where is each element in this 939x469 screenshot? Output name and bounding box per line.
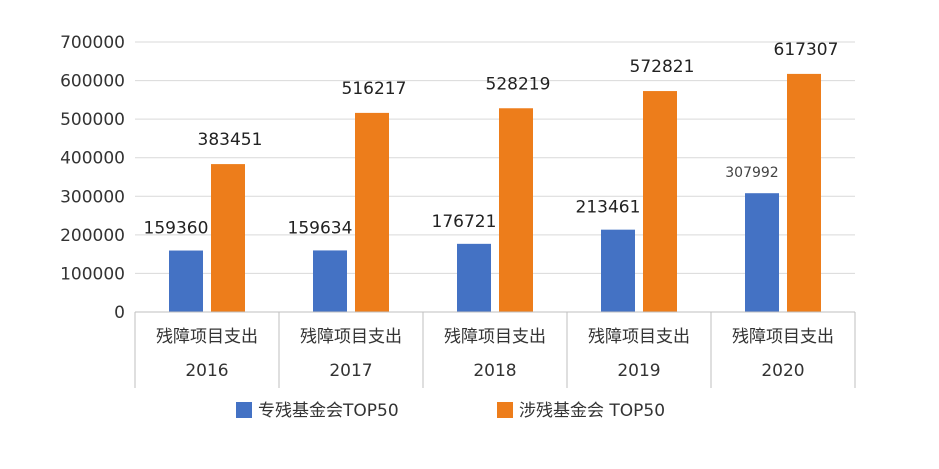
legend-label: 涉残基金会 TOP50: [519, 401, 665, 421]
bar-special-3: [601, 229, 635, 312]
x-year-label: 2020: [761, 361, 804, 381]
gridlines: [135, 41, 855, 274]
x-axis: 残障项目支出 2016 残障项目支出 2017 残障项目支出 2018 残障项目支出 2019…: [134, 311, 856, 388]
x-category-label: 残障项目支出: [156, 327, 258, 347]
y-tick-label: 600000: [60, 72, 125, 92]
x-category-label: 残障项目支出: [300, 327, 402, 347]
bar-special-4: [745, 193, 779, 312]
legend: 专残基金会TOP50 涉残基金会 TOP50: [236, 401, 665, 421]
x-category-label: 残障项目支出: [732, 327, 834, 347]
legend-label: 专残基金会TOP50: [258, 401, 399, 421]
y-tick-label: 700000: [60, 33, 125, 53]
bar-related-4: [787, 73, 821, 312]
data-label: 528219: [486, 74, 551, 94]
legend-swatch: [497, 402, 513, 418]
data-label: 572821: [630, 57, 695, 77]
y-tick-label: 0: [114, 303, 125, 323]
data-label: 516217: [342, 79, 407, 99]
bar-special-0: [169, 250, 203, 312]
y-tick-label: 100000: [60, 264, 125, 284]
bars: [169, 73, 821, 313]
legend-swatch: [236, 402, 252, 418]
data-label: 617307: [774, 40, 839, 60]
data-labels: 159360 159634 176721 213461 307992 383451 5162…: [144, 40, 839, 239]
bar-related-1: [355, 112, 389, 312]
y-axis-ticks: 0 100000 200000 300000 400000 500000 600000 700…: [60, 33, 125, 323]
data-label: 159634: [288, 218, 353, 238]
data-label: 307992: [725, 165, 778, 181]
data-label: 383451: [198, 130, 263, 150]
x-year-label: 2018: [473, 361, 516, 381]
data-label: 213461: [576, 198, 641, 218]
data-label: 159360: [144, 219, 209, 239]
bar-special-1: [313, 250, 347, 312]
bar-special-2: [457, 243, 491, 312]
x-year-label: 2017: [329, 361, 372, 381]
bar-related-2: [499, 108, 533, 312]
y-tick-label: 300000: [60, 187, 125, 207]
y-tick-label: 200000: [60, 226, 125, 246]
bar-related-3: [643, 91, 677, 313]
x-year-label: 2019: [617, 361, 660, 381]
x-category-label: 残障项目支出: [588, 327, 690, 347]
bar-related-0: [211, 164, 245, 312]
x-year-label: 2016: [185, 361, 228, 381]
x-category-label: 残障项目支出: [444, 327, 546, 347]
y-tick-label: 400000: [60, 149, 125, 169]
data-label: 176721: [432, 212, 497, 232]
y-tick-label: 500000: [60, 110, 125, 130]
